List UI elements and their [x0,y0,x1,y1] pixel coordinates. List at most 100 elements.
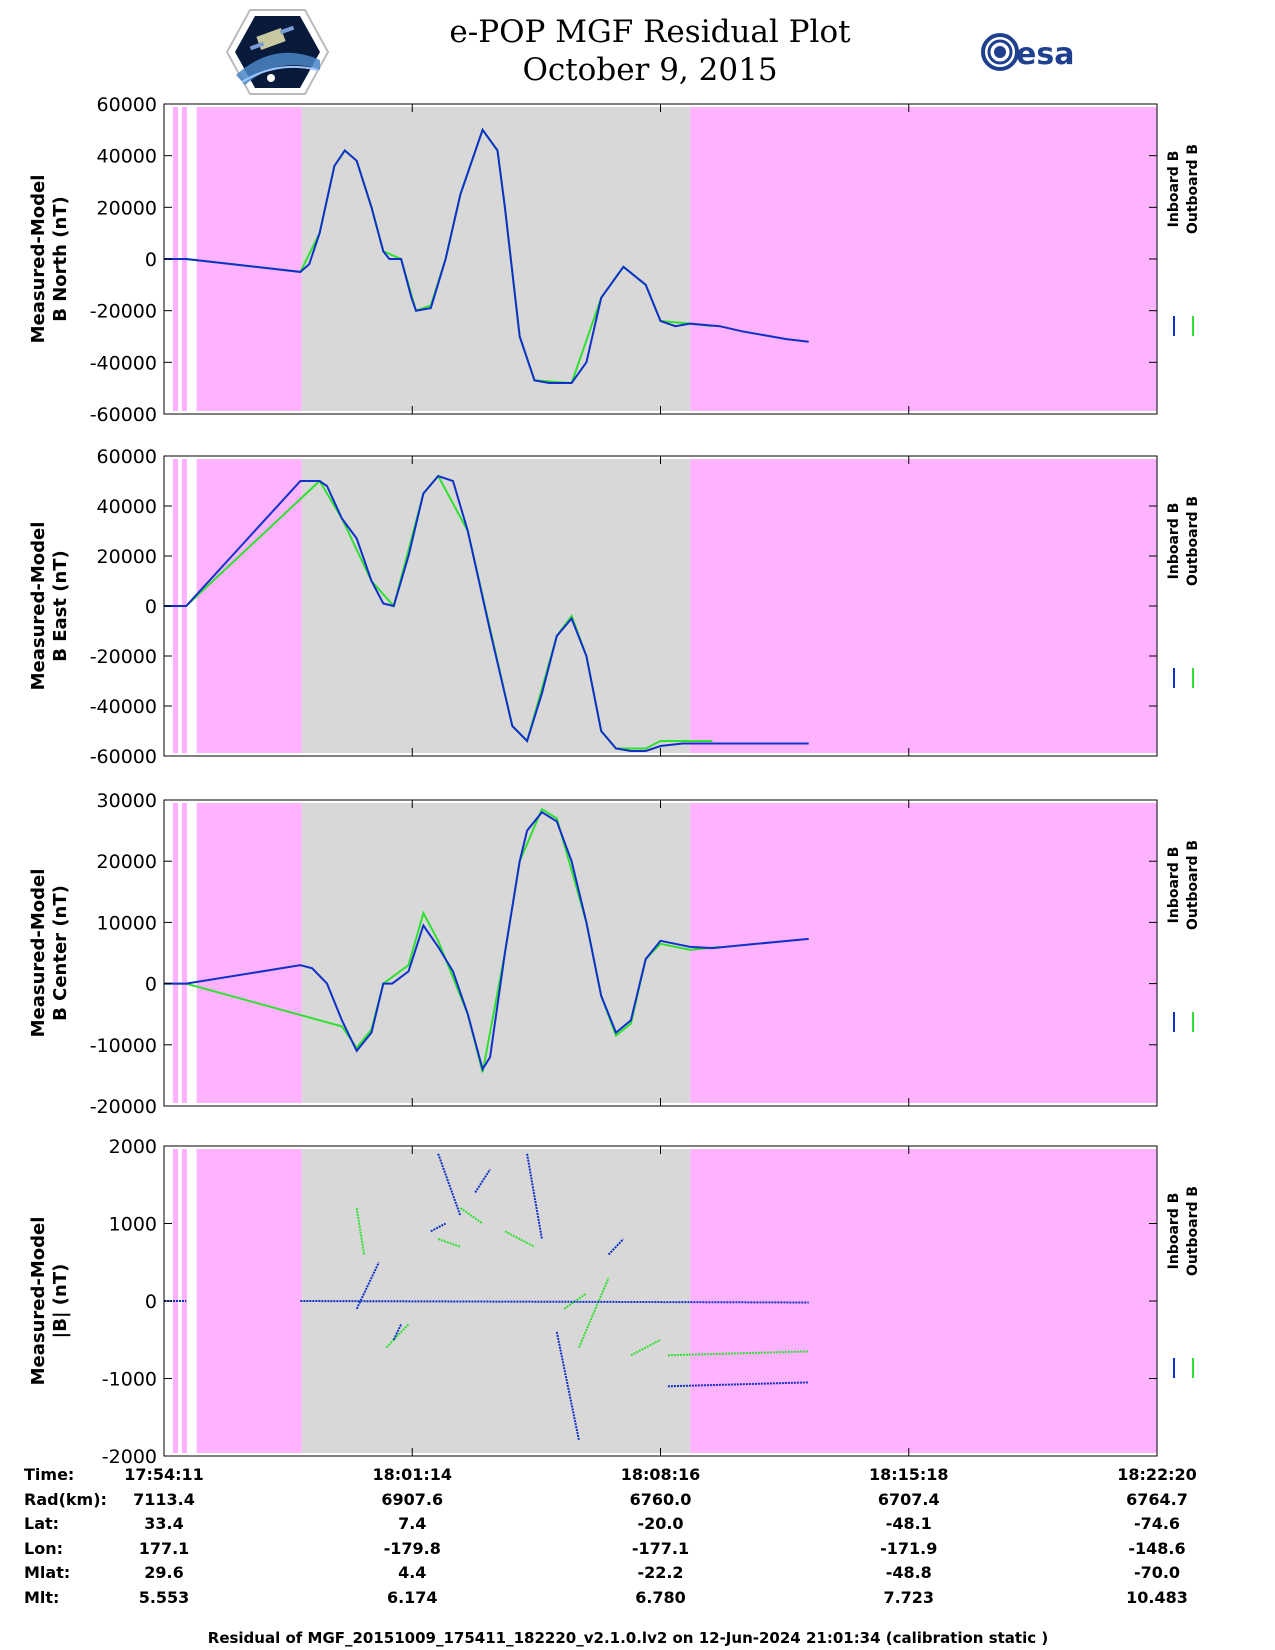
no-data-region [196,459,302,753]
footer-caption: Residual of MGF_20151009_175411_182220_v… [208,1629,1048,1647]
ephemeris-value: -48.1 [886,1514,932,1533]
legend: Inboard B Outboard B [1166,496,1201,688]
ephemeris-value: 6.174 [387,1588,438,1607]
y-tick-label: 2000 [109,1136,157,1158]
inboard-series-line [355,1261,380,1310]
ephemeris-value: 4.4 [398,1563,426,1582]
plot-title: e-POP MGF Residual Plot [449,14,851,50]
ephemeris-value: -171.9 [880,1539,937,1558]
y-tick-label: -40000 [90,696,157,718]
outboard-series-line [504,1230,535,1248]
ephemeris-value: 7113.4 [133,1490,195,1509]
outboard-series-line [385,1323,410,1349]
inboard-series-line [430,1222,447,1233]
y-tick-label: 0 [145,249,157,271]
data-coverage-region [301,803,691,1103]
y-tick-label: 60000 [97,94,157,116]
ephemeris-value: 6907.6 [381,1490,443,1509]
inboard-series-line [437,1153,462,1217]
ephemeris-value: -70.0 [1134,1563,1180,1582]
y-tick-label: 40000 [97,496,157,518]
ephemeris-value: -177.1 [632,1539,689,1558]
panel-2: 60000 40000 20000 0 -20000 -40000 -60000 Measur… [28,446,1201,768]
ephemeris-row-label: Lon: [24,1539,63,1558]
ephemeris-value: -74.6 [1134,1514,1180,1533]
no-data-region [181,803,187,1103]
outboard-series-line [437,1238,461,1248]
outboard-series-line [459,1207,484,1225]
inboard-series-line [474,1168,491,1194]
ephemeris-value: 10.483 [1126,1588,1188,1607]
no-data-region [181,1149,187,1453]
y-tick-label: 0 [145,1291,157,1313]
y-tick-label: -1000 [102,1369,157,1391]
y-tick-label: 10000 [97,912,157,934]
outboard-series-line [667,1350,809,1357]
ephemeris-value: -22.2 [637,1563,683,1582]
y-tick-label: -10000 [90,1035,157,1057]
no-data-region [196,1149,302,1453]
no-data-region [172,1149,179,1453]
y-tick-label: -20000 [90,646,157,668]
plot-date: October 9, 2015 [522,52,778,88]
y-tick-label: -2000 [102,1446,157,1468]
y-tick-label: -20000 [90,1096,157,1118]
ephemeris-value: 6707.4 [878,1490,940,1509]
ephemeris-value: 33.4 [144,1514,183,1533]
ephemeris-row-label: Lat: [24,1514,59,1533]
outboard-series-line [578,1277,610,1348]
y-axis-label: Measured-ModelB East (nT) [28,522,71,691]
inboard-series-line [300,1300,809,1304]
legend-label-outboard: Outboard B [1185,144,1201,234]
ephemeris-value: 7.4 [398,1514,426,1533]
inboard-series-line [607,1238,625,1256]
cassiope-logo [225,9,330,95]
legend-label-outboard: Outboard B [1185,1186,1201,1276]
ephemeris-value: -48.8 [886,1563,932,1582]
inboard-series-line [164,810,809,1072]
y-tick-label: -40000 [90,352,157,374]
ephemeris-value: 29.6 [144,1563,183,1582]
series-group [164,127,809,385]
ephemeris-value: 5.553 [139,1588,190,1607]
inboard-series-line [526,1153,543,1240]
ephemeris-row-label: Time: [24,1465,74,1484]
outboard-series-line [630,1338,661,1357]
y-tick-label: -20000 [90,301,157,323]
legend-label-outboard: Outboard B [1185,840,1201,930]
y-tick-label: 20000 [97,546,157,568]
y-tick-label: -60000 [90,746,157,768]
ephemeris-value: -179.8 [384,1539,441,1558]
legend-label-inboard: Inboard B [1166,503,1182,580]
legend-label-inboard: Inboard B [1166,847,1182,924]
inboard-series-line [555,1331,580,1441]
ephemeris-value: 18:01:14 [372,1465,452,1484]
no-data-region [172,803,179,1103]
ephemeris-value: -20.0 [637,1514,683,1533]
data-coverage-region [301,459,691,753]
y-axis-label: Measured-ModelB North (nT) [28,175,71,344]
ephemeris-value: 6764.7 [1126,1490,1188,1509]
ephemeris-row-label: Rad(km): [24,1490,107,1509]
esa-logo-text: esa [1016,37,1074,72]
no-data-region [690,459,1157,753]
inboard-series-line [667,1381,809,1388]
data-coverage-region [301,107,691,411]
legend-label-outboard: Outboard B [1185,496,1201,586]
ephemeris-value: 18:22:20 [1117,1465,1197,1484]
ephemeris-value: 6760.0 [630,1490,692,1509]
panel-4: 2000 1000 0 -1000 -2000 Measured-Model|B| (nT… [28,1136,1201,1468]
ephemeris-row-label: Mlat: [24,1563,70,1582]
y-tick-label: 1000 [109,1214,157,1236]
legend: Inboard B Outboard B [1166,840,1201,1032]
panel-1: 60000 40000 20000 0 -20000 -40000 -60000 Measur… [28,94,1201,426]
ephemeris-value: 17:54:11 [124,1465,204,1484]
panel-3: 30000 20000 10000 0 -10000 -20000 Measured-Mod… [28,790,1201,1118]
esa-logo: esa [981,33,1074,72]
legend: Inboard B Outboard B [1166,1186,1201,1378]
y-tick-label: 40000 [97,146,157,168]
no-data-region [196,107,302,411]
series-group [164,474,809,752]
ephemeris-value: 6.780 [635,1588,686,1607]
legend-label-inboard: Inboard B [1166,151,1182,228]
